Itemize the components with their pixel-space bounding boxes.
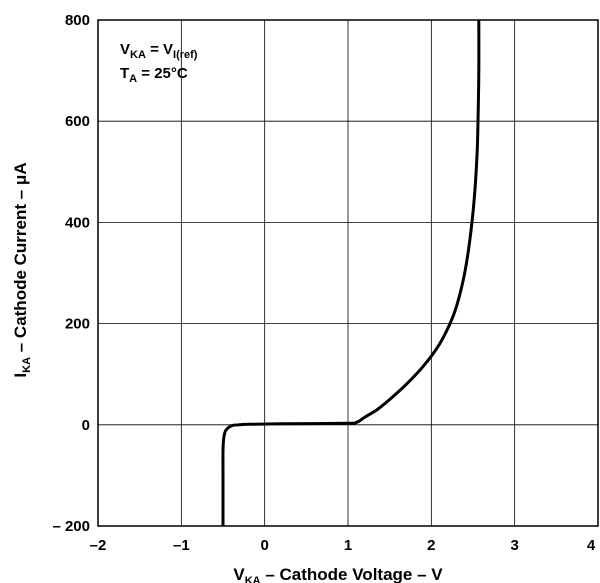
x-tick-labels: –2 –1 0 1 2 3 4 [90, 537, 596, 554]
series-layer [221, 19, 481, 527]
condition-annotation: VKA = VI(ref) TA = 25°C [120, 41, 198, 85]
plot-frame [97, 19, 599, 527]
x-tick-label: 0 [260, 537, 268, 554]
y-tick-label: – 200 [52, 518, 90, 535]
annotation-ta: TA = 25°C [120, 65, 188, 85]
x-tick-label: 1 [344, 537, 352, 554]
grid [97, 19, 599, 527]
y-axis-label: IKA – Cathode Current – μA [11, 162, 33, 377]
y-tick-label: 200 [65, 316, 90, 333]
x-tick-label: 2 [427, 537, 435, 554]
y-tick-label: 800 [65, 12, 90, 29]
y-tick-label: 600 [65, 113, 90, 130]
y-tick-label: 0 [82, 417, 90, 434]
y-tick-label: 400 [65, 214, 90, 231]
annotation-vka: VKA = VI(ref) [120, 41, 198, 61]
x-tick-label: 3 [510, 537, 518, 554]
series-line [221, 19, 481, 527]
x-axis-label: VKA – Cathode Voltage – V [233, 565, 443, 583]
x-tick-label: 4 [587, 537, 596, 554]
x-tick-label: –1 [173, 537, 190, 554]
y-tick-labels: – 200 0 200 400 600 800 [52, 12, 90, 535]
x-tick-label: –2 [90, 537, 107, 554]
